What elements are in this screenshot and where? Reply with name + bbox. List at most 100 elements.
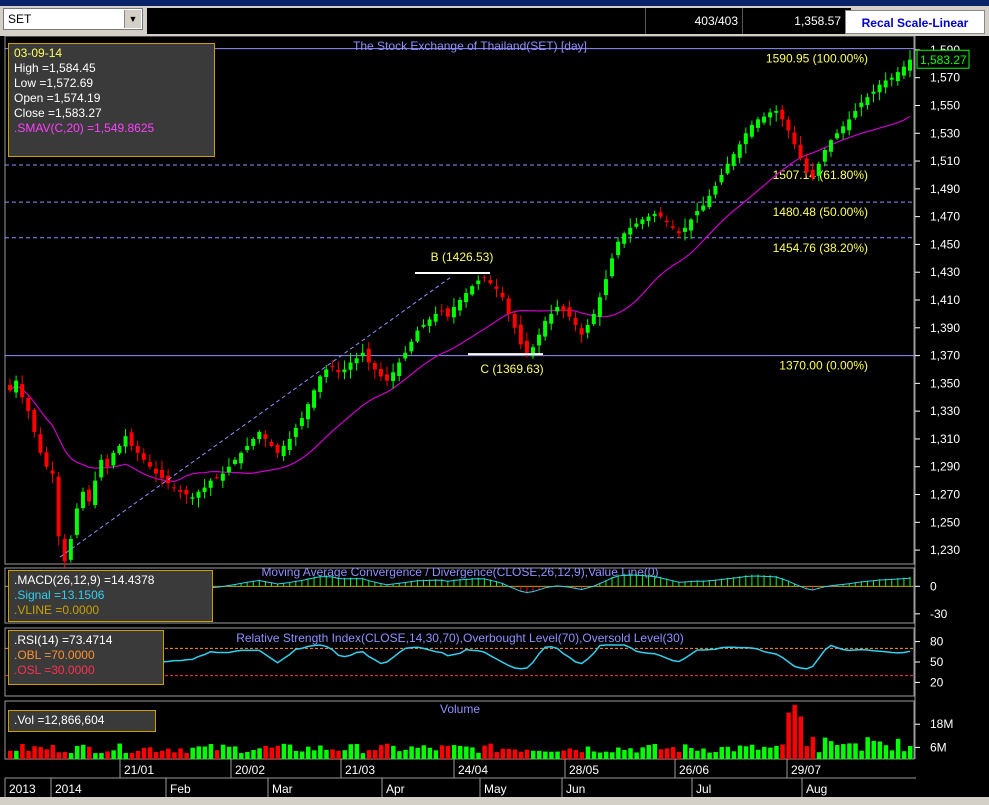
rsi-title: Relative Strength Index(CLOSE,14,30,70),…	[236, 631, 684, 645]
rsi-tick-label: 80	[930, 635, 944, 649]
price-tick-label: 1,230	[930, 543, 960, 557]
volume-bar	[299, 751, 305, 759]
candle-body	[628, 227, 633, 235]
candle-body	[640, 219, 645, 224]
x-label-top: 29/07	[791, 763, 821, 777]
volume-bar	[585, 746, 591, 759]
volume-bar	[93, 753, 98, 759]
volume-bar	[56, 752, 62, 759]
volume-bar	[208, 744, 214, 759]
volume-bar	[312, 750, 317, 759]
price-tick-label: 1,410	[930, 293, 960, 307]
volume-bar	[20, 744, 25, 759]
volume-bar	[804, 746, 810, 759]
point-b-label: B (1426.53)	[431, 250, 494, 264]
candle-body	[871, 91, 876, 94]
candle-body	[530, 347, 535, 357]
volume-bar	[689, 748, 694, 759]
volume-bar	[74, 745, 80, 759]
volume-bar	[111, 750, 116, 759]
x-label-top: 21/01	[124, 763, 154, 777]
volume-bar	[567, 748, 572, 759]
volume-bar	[129, 752, 135, 759]
volume-bar	[889, 750, 895, 759]
volume-bar	[360, 753, 366, 759]
chevron-down-icon[interactable]: ▼	[124, 10, 141, 28]
rsi-tick-label: 50	[930, 655, 944, 669]
macd-info-panel: .MACD(26,12,9) =14.4378 .Signal =13.1506…	[8, 570, 213, 622]
toolbar: SET ▼ 403/403 1,358.57 Recal Scale-Linea…	[0, 0, 989, 36]
volume-bar	[281, 743, 287, 759]
candle-body	[816, 163, 821, 176]
candle-body	[524, 340, 529, 353]
candle-body	[117, 445, 122, 454]
volume-bar	[591, 751, 597, 759]
volume-bar	[640, 747, 645, 759]
candle-body	[549, 313, 554, 324]
candle-body	[670, 226, 675, 228]
volume-bar	[135, 751, 141, 759]
candle-body	[713, 186, 718, 195]
volume-bar	[859, 750, 864, 759]
volume-bar	[652, 743, 658, 759]
x-label-top: 28/05	[569, 763, 599, 777]
volume-bar	[622, 750, 627, 759]
recal-scale-button[interactable]: Recal Scale-Linear	[845, 10, 985, 34]
x-label-bottom: Jun	[566, 782, 585, 796]
info-high: High =1,584.45	[14, 61, 96, 75]
volume-bar	[439, 745, 445, 759]
volume-bar	[62, 751, 68, 759]
macd-panel-frame	[4, 567, 915, 624]
volume-bar	[774, 745, 779, 759]
candle-body	[877, 84, 882, 93]
volume-bar	[226, 746, 232, 759]
candle-body	[506, 298, 511, 314]
candle-body	[488, 280, 493, 284]
candle-body	[579, 328, 584, 335]
volume-bar	[482, 745, 487, 759]
x-label-top: 20/02	[235, 763, 265, 777]
price-tick-label: 1,470	[930, 210, 960, 224]
volume-bar	[494, 752, 499, 759]
volume-bar	[835, 745, 840, 759]
volume-info-panel: .Vol =12,866,604	[8, 710, 156, 732]
fib-level-label: 1370.00 (0.00%)	[779, 359, 868, 373]
volume-bar	[549, 751, 554, 759]
candle-body	[695, 211, 700, 216]
candle-body	[591, 313, 596, 325]
x-label-top: 26/06	[679, 763, 709, 777]
fib-level-label: 1480.48 (50.00%)	[773, 205, 868, 219]
candle-body	[500, 292, 505, 298]
candle-body	[354, 358, 359, 364]
scrollbar[interactable]	[0, 797, 989, 805]
x-label-bottom: 2014	[55, 782, 82, 796]
candle-body	[689, 219, 694, 231]
candle-body	[196, 491, 201, 498]
volume-bar	[676, 751, 682, 759]
candle-body	[415, 330, 420, 342]
macd-tick-label: 0	[930, 579, 937, 593]
candle-body	[360, 352, 365, 356]
volume-bar	[330, 749, 335, 759]
candle-body	[494, 286, 499, 289]
candle-body	[853, 111, 858, 118]
info-obl: .OBL =70.0000	[14, 648, 95, 662]
candle-body	[68, 538, 73, 560]
candle-body	[616, 241, 621, 256]
chart-area[interactable]: 1,230 1,250 1,270 1,290 1,310 1,330 1,350 1,370…	[0, 36, 989, 797]
volume-bar	[908, 746, 913, 759]
volume-bar	[847, 743, 852, 759]
candle-body	[518, 324, 523, 345]
candle-body	[482, 277, 487, 279]
price-tick-label: 1,290	[930, 460, 960, 474]
price-tick-label: 1,350	[930, 376, 960, 390]
symbol-select[interactable]: SET ▼	[3, 8, 143, 30]
volume-bar	[530, 750, 536, 759]
volume-bar	[810, 736, 816, 759]
volume-bar	[786, 712, 791, 759]
volume-bar	[202, 746, 208, 759]
price-tick-label: 1,490	[930, 182, 960, 196]
candle-body	[731, 154, 736, 166]
candle-body	[573, 318, 578, 326]
volume-bar	[798, 716, 804, 759]
